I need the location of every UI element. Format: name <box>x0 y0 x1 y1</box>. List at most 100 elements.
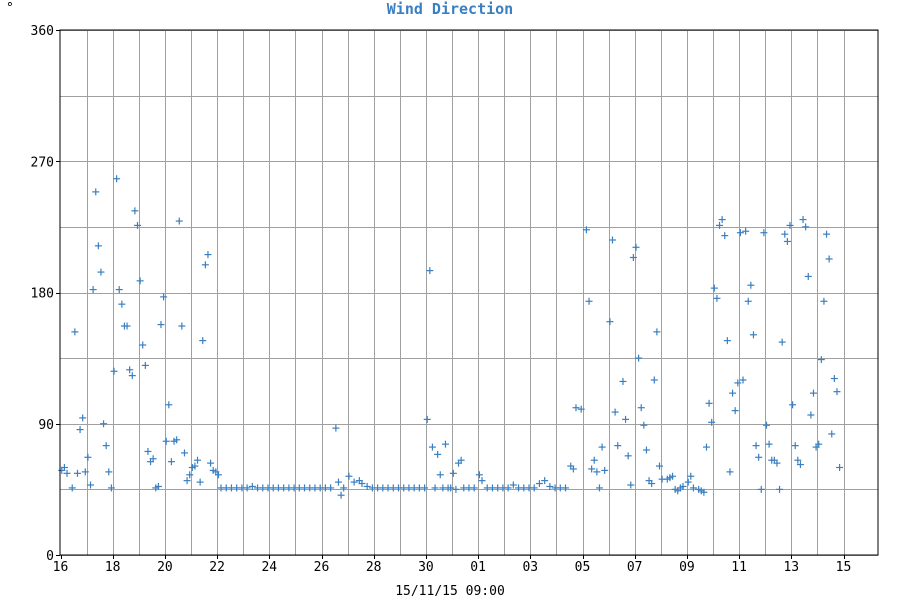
data-point <box>763 421 771 429</box>
data-point <box>123 322 131 330</box>
data-point <box>637 404 645 412</box>
data-point <box>773 459 781 467</box>
data-point <box>191 462 199 470</box>
data-point <box>340 484 348 492</box>
data-point <box>708 418 716 426</box>
data-point <box>778 338 786 346</box>
data-point <box>157 321 165 329</box>
data-point <box>802 223 810 231</box>
unit-label: ° <box>6 1 14 16</box>
data-point <box>815 440 823 448</box>
data-point <box>796 461 804 469</box>
data-point <box>546 482 554 490</box>
data-point <box>598 443 606 451</box>
data-point <box>141 361 149 369</box>
x-tick-label: 22 <box>209 560 225 575</box>
data-point <box>577 405 585 413</box>
data-point <box>160 293 168 301</box>
data-point <box>582 226 590 234</box>
data-point <box>713 294 721 302</box>
data-point <box>452 485 460 493</box>
data-point <box>441 440 449 448</box>
data-point <box>744 297 752 305</box>
data-point <box>178 322 186 330</box>
y-axis-ticks: 0 90 180 270 360 <box>31 24 60 564</box>
data-point <box>622 415 630 423</box>
data-point <box>817 356 825 364</box>
data-point <box>423 415 431 423</box>
data-point <box>655 462 663 470</box>
data-point <box>350 478 358 486</box>
data-point <box>167 458 175 466</box>
data-point <box>180 449 188 457</box>
x-tick-label: 03 <box>522 560 538 575</box>
data-point <box>781 230 789 238</box>
data-point <box>687 472 695 480</box>
data-point <box>73 469 81 477</box>
data-point <box>449 469 457 477</box>
data-point <box>726 468 734 476</box>
data-point <box>126 366 134 374</box>
data-point <box>776 485 784 493</box>
data-point <box>87 481 95 489</box>
data-point <box>609 236 617 244</box>
data-point <box>562 484 570 492</box>
data-point <box>194 456 202 464</box>
data-point <box>199 337 207 345</box>
data-point <box>729 389 737 397</box>
x-tick-label: 20 <box>157 560 173 575</box>
data-point <box>825 255 833 263</box>
data-point <box>807 411 815 419</box>
data-point <box>110 367 118 375</box>
data-point <box>478 477 486 485</box>
data-point <box>84 453 92 461</box>
data-point <box>611 408 619 416</box>
x-tick-label: 07 <box>627 560 643 575</box>
data-point <box>627 481 635 489</box>
data-point <box>136 277 144 285</box>
data-point <box>144 447 152 455</box>
x-tick-label: 30 <box>418 560 434 575</box>
data-point <box>345 472 353 480</box>
data-point <box>102 442 110 450</box>
data-point <box>162 437 170 445</box>
data-point <box>186 471 194 479</box>
data-point <box>248 482 256 490</box>
data-point <box>757 485 765 493</box>
x-tick-label: 05 <box>575 560 591 575</box>
data-point <box>794 456 802 464</box>
x-tick-label: 18 <box>105 560 121 575</box>
x-tick-label: 16 <box>53 560 69 575</box>
data-point <box>154 482 162 490</box>
data-point <box>642 446 650 454</box>
data-point <box>97 268 105 276</box>
data-point <box>431 484 439 492</box>
data-point <box>509 481 517 489</box>
x-tick-label: 11 <box>731 560 747 575</box>
data-point <box>606 318 614 326</box>
data-point <box>115 286 123 294</box>
data-point <box>133 221 141 229</box>
data-point <box>334 478 342 486</box>
grid-layer <box>60 30 878 556</box>
data-point <box>739 376 747 384</box>
data-point <box>243 484 251 492</box>
data-point <box>89 286 97 294</box>
data-point <box>833 388 841 396</box>
data-point <box>731 407 739 415</box>
data-point <box>358 480 366 488</box>
data-point <box>669 472 677 480</box>
data-point <box>207 459 215 467</box>
data-point <box>94 242 102 250</box>
data-point <box>421 484 429 492</box>
data-point <box>81 468 89 476</box>
data-point <box>585 297 593 305</box>
x-tick-label: 13 <box>783 560 799 575</box>
data-point <box>569 465 577 473</box>
data-point <box>426 267 434 275</box>
data-point <box>201 261 209 269</box>
data-point <box>601 466 609 474</box>
data-point <box>60 464 68 471</box>
data-point <box>828 430 836 438</box>
